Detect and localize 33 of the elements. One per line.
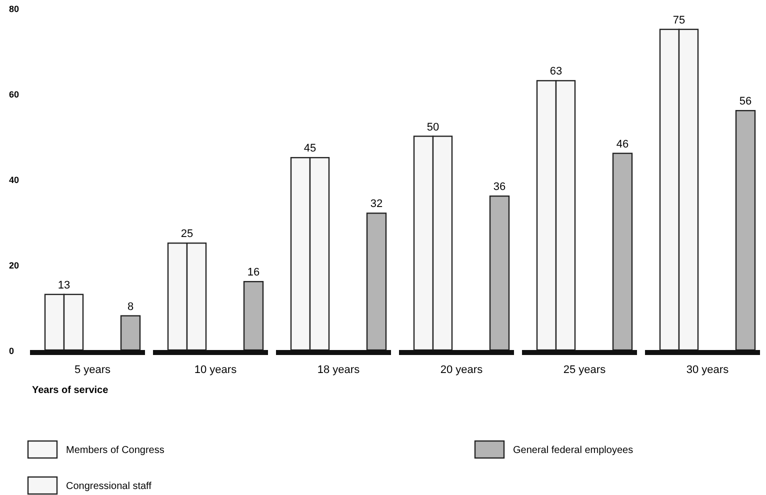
x-tick-label: 25 years [563,364,606,376]
bar [735,110,756,351]
bar [243,281,264,351]
x-tick-label: 30 years [686,364,730,376]
legend-label: General federal employees [513,445,634,456]
data-label: 36 [493,181,506,194]
x-tick-label: 5 years [74,364,112,376]
bar [612,152,633,351]
bar [489,196,510,351]
x-tick-label: 18 years [317,364,360,376]
data-label: 32 [370,198,383,210]
data-label: 56 [739,96,752,108]
legend-label: Congressional staff [66,481,152,492]
bar [366,212,387,351]
data-label: 25 [180,228,194,240]
y-tick-label: 60 [9,90,20,100]
data-label: 50 [426,121,440,134]
y-tick-label: 20 [9,260,20,270]
y-tick-label: 40 [9,175,20,185]
data-label: 45 [304,142,316,155]
y-tick-label: 80 [9,4,20,14]
data-label: 75 [672,14,686,26]
x-tick-label: 10 years [194,364,238,376]
y-tick-label: 0 [9,346,14,356]
data-label: 8 [127,300,134,313]
data-label: 63 [550,66,562,78]
x-axis-title: Years of service [32,385,109,396]
data-label: 16 [247,266,260,279]
x-tick-label: 20 years [440,364,484,376]
legend-label: Members of Congress [66,445,164,456]
bar [120,315,141,351]
data-label: 46 [616,138,629,150]
data-label: 13 [58,279,70,292]
